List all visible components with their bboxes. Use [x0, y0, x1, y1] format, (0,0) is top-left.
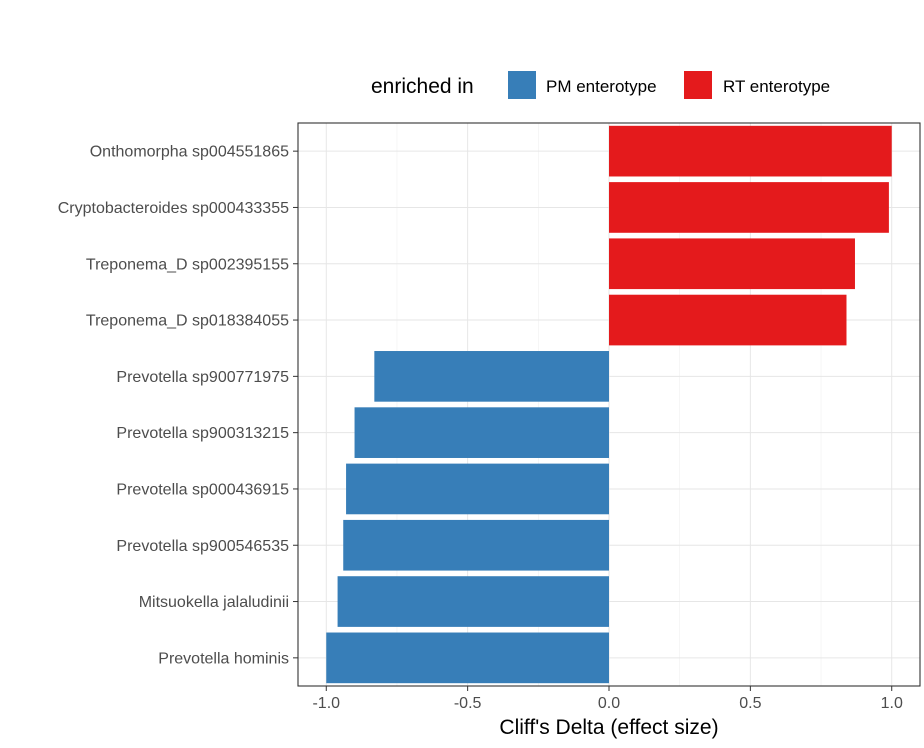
y-tick-label: Onthomorpha sp004551865 [90, 144, 289, 161]
y-tick-label: Treponema_D sp018384055 [86, 313, 289, 330]
legend-swatch-rt [684, 71, 712, 99]
x-axis-title: Cliff's Delta (effect size) [499, 716, 718, 739]
bar [326, 632, 609, 684]
x-tick-label: 1.0 [881, 695, 903, 712]
bar [609, 294, 847, 346]
bar [609, 182, 889, 233]
legend-label-pm: PM enterotype [546, 77, 657, 96]
legend-label-rt: RT enterotype [723, 77, 830, 96]
legend-title: enriched in [371, 75, 474, 98]
y-tick-label: Prevotella sp900546535 [116, 538, 289, 555]
y-tick-label: Prevotella sp000436915 [116, 481, 289, 498]
bar [354, 407, 609, 458]
y-tick-label: Prevotella sp900771975 [116, 369, 289, 386]
y-tick-label: Mitsuokella jalaludinii [139, 594, 289, 611]
legend: enriched in PM enterotype RT enterotype [371, 71, 830, 99]
x-tick-label: -0.5 [454, 695, 482, 712]
bar [337, 576, 609, 627]
bar [609, 238, 855, 290]
x-tick-label: 0.5 [739, 695, 761, 712]
bars [326, 125, 892, 684]
y-tick-label: Cryptobacteroides sp000433355 [58, 200, 289, 217]
bar [374, 351, 609, 402]
legend-swatch-pm [508, 71, 536, 99]
bar [343, 519, 609, 571]
y-tick-label: Treponema_D sp002395155 [86, 256, 289, 273]
x-axis: -1.0 -0.5 0.0 0.5 1.0 [312, 686, 903, 712]
y-tick-label: Prevotella sp900313215 [116, 425, 289, 442]
y-axis: Onthomorpha sp004551865 Cryptobacteroides… [58, 144, 298, 667]
x-tick-label: -1.0 [312, 695, 340, 712]
bar [346, 463, 609, 515]
bar [609, 125, 892, 177]
x-tick-label: 0.0 [598, 695, 620, 712]
y-tick-label: Prevotella hominis [158, 650, 289, 667]
